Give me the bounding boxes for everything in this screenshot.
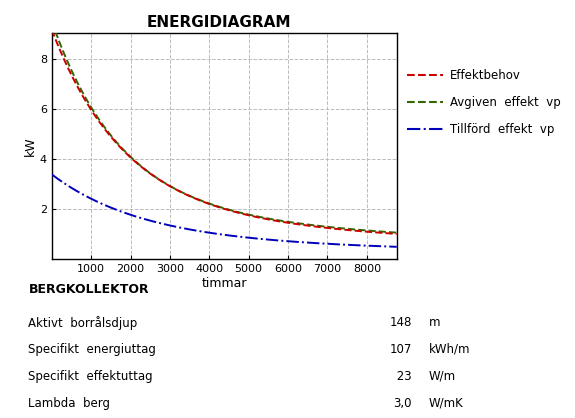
Text: 148: 148 (389, 316, 412, 329)
Text: ENERGIDIAGRAM: ENERGIDIAGRAM (146, 15, 291, 30)
Text: 23: 23 (393, 370, 412, 383)
Text: kWh/m: kWh/m (428, 343, 470, 356)
Legend: Effektbehov, Avgiven  effekt  vp, Tillförd  effekt  vp: Effektbehov, Avgiven effekt vp, Tillförd… (402, 64, 565, 141)
Text: 3,0: 3,0 (393, 397, 412, 410)
Text: m: m (428, 316, 440, 329)
Text: Specifikt  effektuttag: Specifikt effektuttag (28, 370, 153, 383)
Text: BERGKOLLEKTOR: BERGKOLLEKTOR (28, 283, 149, 296)
Text: Specifikt  energiuttag: Specifikt energiuttag (28, 343, 156, 356)
Text: Lambda  berg: Lambda berg (28, 397, 110, 410)
Text: W/m: W/m (428, 370, 455, 383)
Y-axis label: kW: kW (24, 137, 37, 156)
Text: 107: 107 (389, 343, 412, 356)
Text: W/mK: W/mK (428, 397, 463, 410)
Text: Aktivt  borrålsdjup: Aktivt borrålsdjup (28, 316, 137, 329)
X-axis label: timmar: timmar (201, 277, 247, 290)
